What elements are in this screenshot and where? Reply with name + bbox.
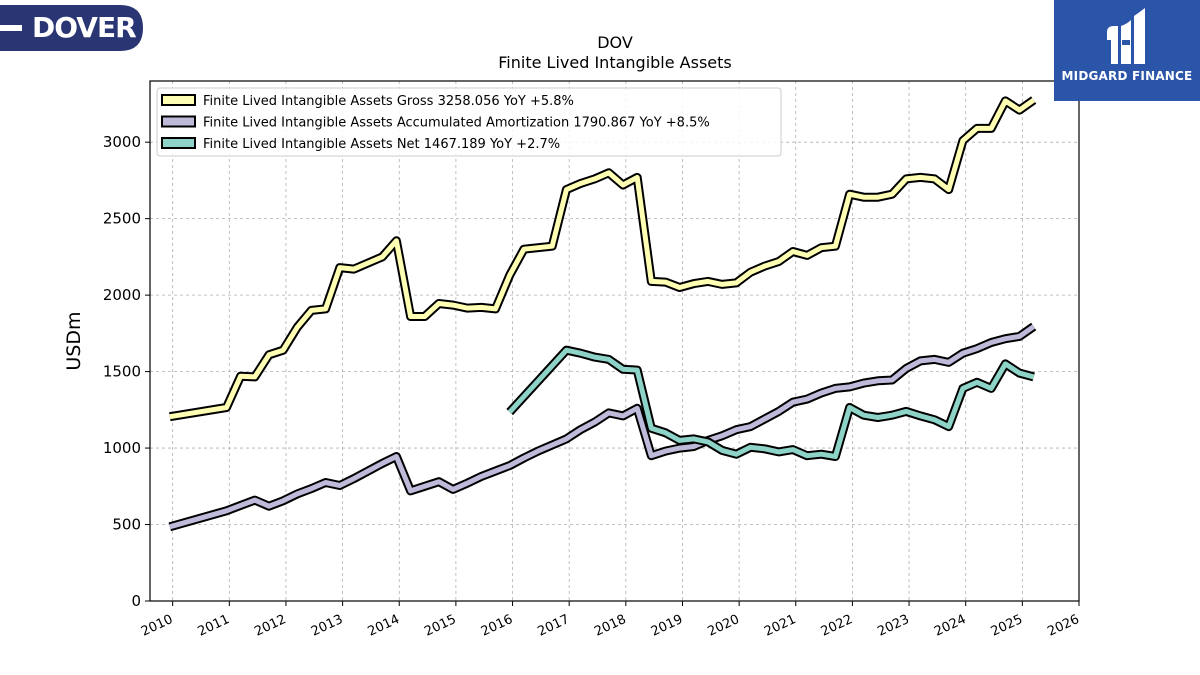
series-line-1	[169, 98, 1036, 420]
x-tick-label: 2022	[819, 612, 855, 640]
midgard-finance-logo: MIDGARD FINANCE	[1054, 0, 1200, 101]
x-tick-label: 2020	[705, 612, 741, 640]
x-tick-label: 2024	[932, 612, 968, 640]
y-tick-label: 2000	[103, 286, 141, 304]
legend-box	[156, 87, 782, 157]
x-tick-label: 2011	[196, 612, 232, 640]
legend-swatch-3	[161, 137, 196, 149]
x-tick-label: 2017	[536, 612, 572, 640]
dover-logo-shape	[0, 5, 143, 51]
chart-subtitle: Finite Lived Intangible Assets	[498, 53, 731, 72]
legend-label-2: Finite Lived Intangible Assets Accumulat…	[203, 116, 710, 131]
x-tick-label: 2014	[366, 612, 402, 640]
x-tick-label: 2013	[309, 612, 345, 640]
x-tick-label: 2021	[762, 612, 798, 640]
legend-swatch-1	[161, 94, 196, 106]
legend: Finite Lived Intangible Assets Gross 325…	[156, 87, 782, 157]
x-tick-label: 2023	[875, 612, 911, 640]
series-line-2	[169, 324, 1036, 530]
x-tick-label: 2015	[422, 612, 458, 640]
y-tick-label: 2500	[103, 210, 141, 228]
x-tick-label: 2025	[989, 612, 1025, 640]
legend-label-1: Finite Lived Intangible Assets Gross 325…	[203, 94, 574, 109]
series-line-3	[507, 347, 1035, 459]
y-tick-label: 1000	[103, 439, 141, 457]
x-tick-label: 2012	[252, 612, 288, 640]
x-tick-label: 2026	[1045, 612, 1081, 640]
dover-logo: DOVER	[0, 5, 143, 51]
x-tick-label: 2019	[649, 612, 685, 640]
legend-swatch-2	[161, 115, 196, 128]
y-tick-label: 3000	[103, 133, 141, 151]
y-axis-label: USDm	[63, 311, 85, 370]
plot-frame	[149, 80, 1080, 602]
legend-label-3: Finite Lived Intangible Assets Net 1467.…	[203, 137, 560, 152]
axis-ticks: 2010 2011 2012 2013 2014 2015 2016 2017 2018 2019…	[103, 133, 1082, 639]
dover-logo-text: DOVER	[32, 11, 137, 44]
series-lines	[168, 96, 1037, 532]
midgard-emblem-icon	[1107, 8, 1145, 64]
y-tick-label: 0	[131, 592, 141, 610]
y-tick-label: 1500	[103, 363, 141, 381]
x-tick-label: 2018	[592, 612, 628, 640]
midgard-logo-text: MIDGARD FINANCE	[1061, 69, 1193, 83]
chart-title: DOV	[597, 33, 633, 52]
y-tick-label: 500	[112, 516, 141, 534]
x-tick-label: 2010	[139, 612, 175, 640]
x-tick-label: 2016	[479, 612, 515, 640]
